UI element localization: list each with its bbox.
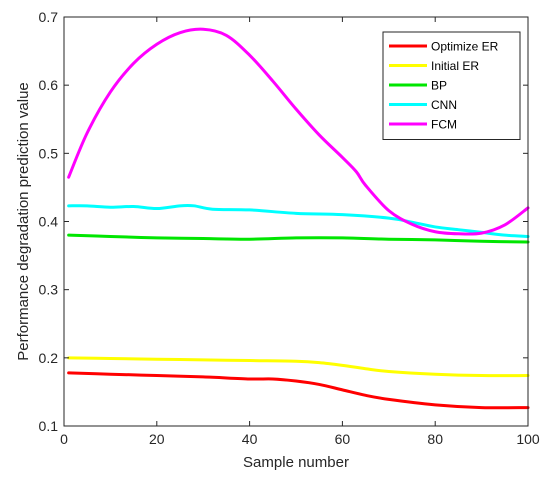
series-line-initial-er [67, 356, 530, 378]
legend-label: BP [431, 79, 447, 93]
x-axis-title: Sample number [243, 454, 349, 471]
series-line-optimize-er [67, 371, 530, 410]
series-line-bp [67, 233, 530, 244]
x-tick-label: 60 [335, 431, 351, 447]
y-tick-label: 0.2 [39, 350, 59, 366]
y-tick-label: 0.5 [39, 145, 59, 161]
legend-label: Optimize ER [431, 40, 499, 54]
series-line-fcm [67, 27, 530, 236]
x-tick-label: 20 [149, 431, 165, 447]
y-tick-label: 0.4 [39, 214, 59, 230]
y-tick-label: 0.6 [39, 77, 59, 93]
x-tick-label: 0 [60, 431, 68, 447]
x-axis-ticks: 0 20 40 60 80 100 [60, 17, 540, 447]
series-line-cnn [67, 203, 530, 238]
series-lines [67, 27, 530, 410]
legend-label: CNN [431, 98, 457, 112]
y-axis-ticks: 0.1 0.2 0.3 0.4 0.5 0.6 0.7 [39, 9, 528, 434]
legend-label: FCM [431, 118, 457, 132]
y-tick-label: 0.3 [39, 282, 59, 298]
x-tick-label: 80 [427, 431, 443, 447]
legend-label: Initial ER [431, 59, 479, 73]
y-axis-title: Performance degradation prediction value [15, 82, 32, 361]
y-tick-label: 0.7 [39, 9, 59, 25]
x-tick-label: 40 [242, 431, 258, 447]
x-tick-label: 100 [516, 431, 540, 447]
legend: Optimize ER Initial ER BP CNN FCM [382, 31, 521, 140]
y-tick-label: 0.1 [39, 418, 59, 434]
